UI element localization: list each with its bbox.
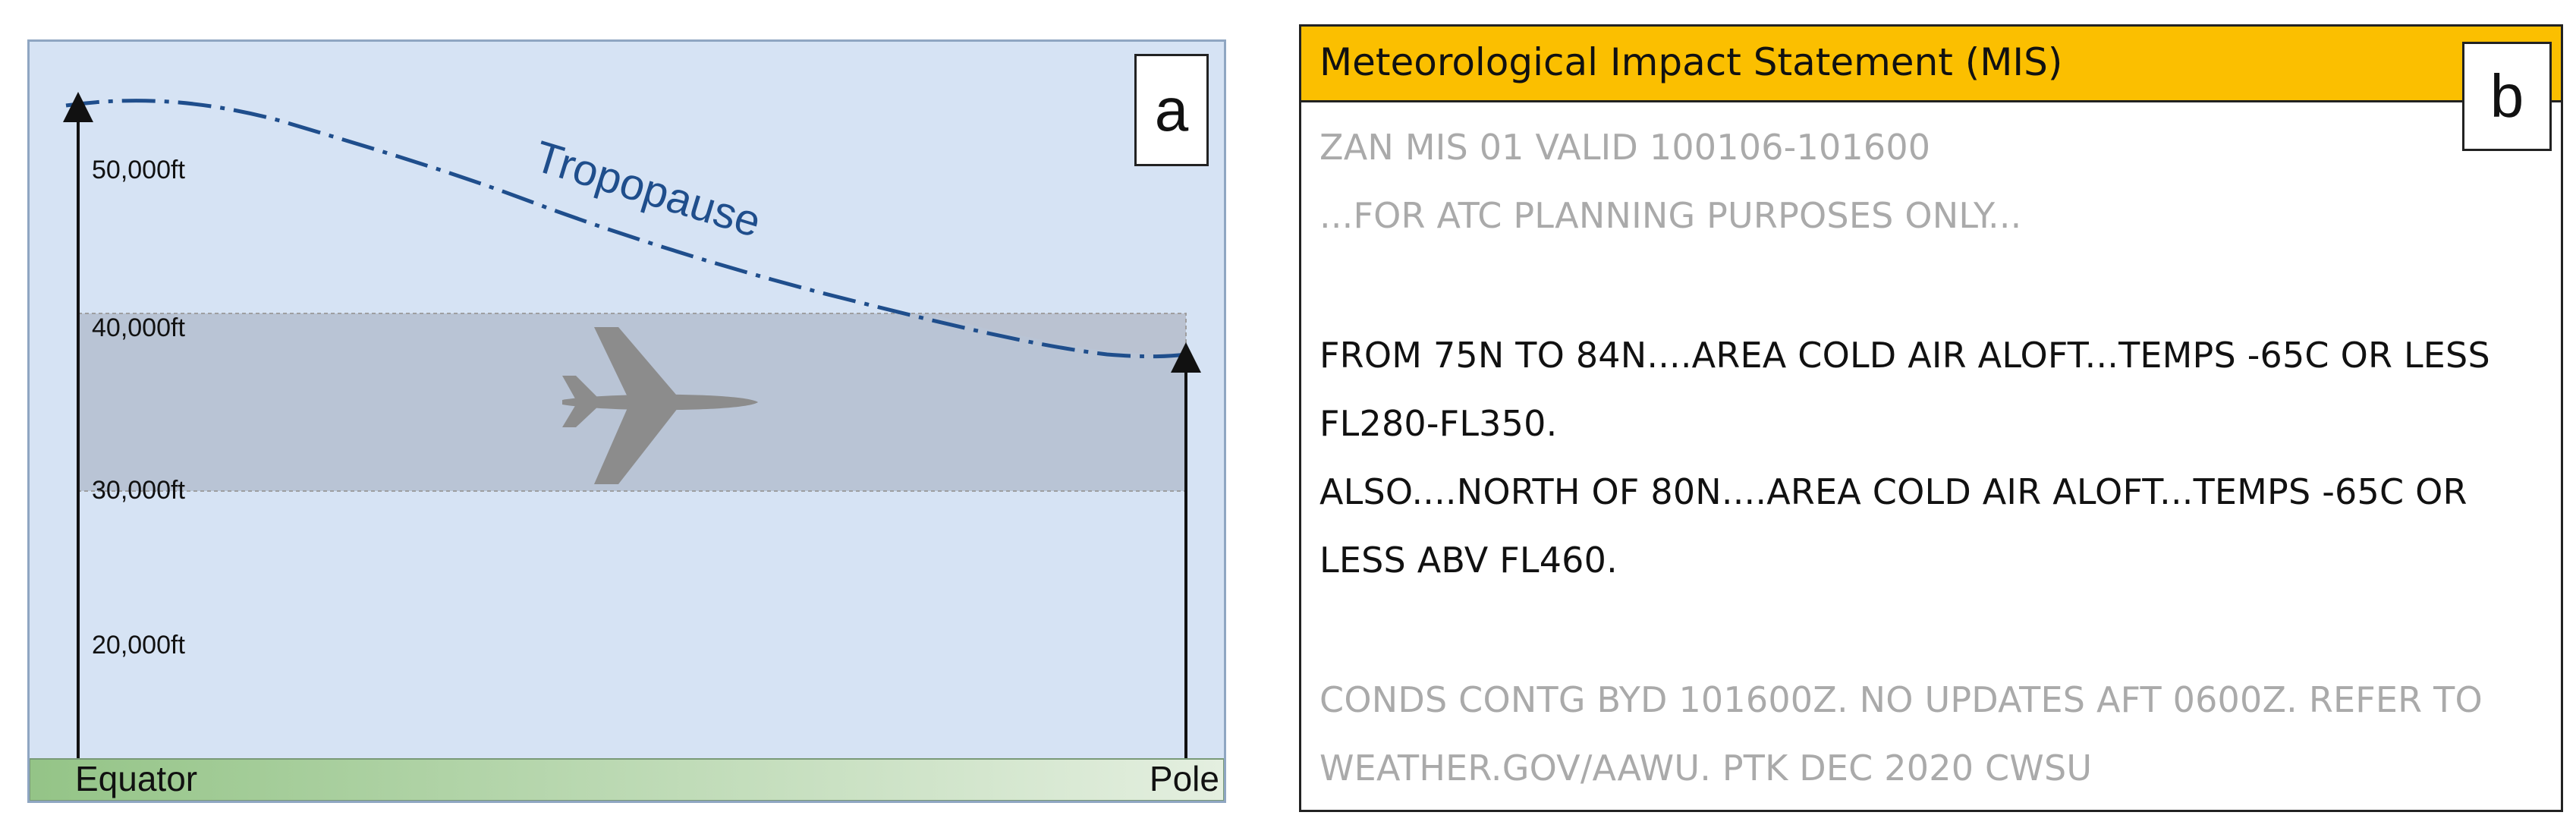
- pole-label: Pole: [1149, 759, 1219, 798]
- altitude-label-40000: 40,000ft: [92, 313, 185, 342]
- mis-panel: Meteorological Impact Statement (MIS) b …: [1299, 24, 2563, 812]
- mis-line-purpose: ...FOR ATC PLANNING PURPOSES ONLY...: [1319, 195, 2022, 236]
- tropopause-line: [65, 99, 1187, 359]
- diagram-canvas: Tropopause: [30, 92, 1224, 801]
- mis-line-reference: WEATHER.GOV/AAWU. PTK DEC 2020 CWSU: [1319, 748, 2093, 789]
- tropopause-label: Tropopause: [529, 131, 766, 247]
- mis-header: Meteorological Impact Statement (MIS): [1301, 27, 2561, 102]
- altitude-label-30000: 30,000ft: [92, 476, 185, 505]
- mis-line-conditions: CONDS CONTG BYD 101600Z. NO UPDATES AFT …: [1319, 679, 2483, 720]
- altitude-label-50000: 50,000ft: [92, 156, 185, 184]
- ground-strip: [30, 758, 1224, 801]
- mis-line-area-2-levels: LESS ABV FL460.: [1319, 540, 1618, 581]
- airplane-icon: [562, 327, 758, 484]
- mis-line-area-1: FROM 75N TO 84N....AREA COLD AIR ALOFT..…: [1319, 335, 2490, 376]
- tropopause-diagram-panel: Tropopause 50,000ft 40,000ft 30,000ft 20…: [27, 39, 1226, 803]
- panel-letter-a: a: [1134, 54, 1209, 166]
- altitude-label-20000: 20,000ft: [92, 631, 185, 660]
- panel-letter-b: b: [2462, 42, 2552, 151]
- mis-line-valid: ZAN MIS 01 VALID 100106-101600: [1319, 127, 1931, 168]
- mis-title: Meteorological Impact Statement (MIS): [1319, 40, 2063, 84]
- equator-label: Equator: [75, 759, 198, 798]
- mis-line-area-2: ALSO....NORTH OF 80N....AREA COLD AIR AL…: [1319, 471, 2467, 512]
- mis-line-area-1-levels: FL280-FL350.: [1319, 403, 1558, 444]
